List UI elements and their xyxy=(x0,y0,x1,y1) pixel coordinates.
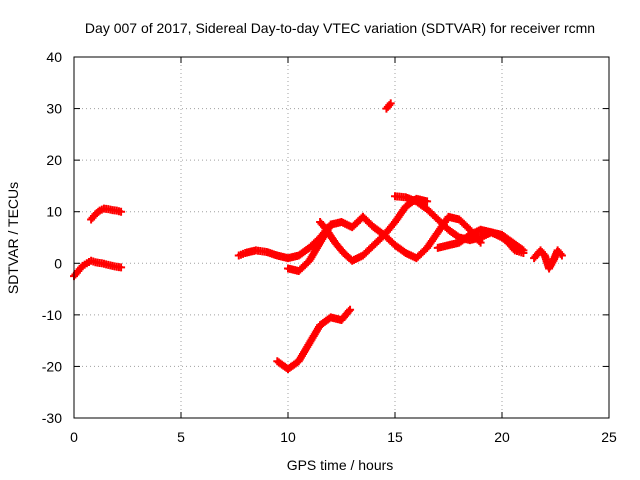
x-tick-label: 10 xyxy=(280,429,296,445)
x-tick-label: 20 xyxy=(494,429,510,445)
y-tick-label: 20 xyxy=(46,152,62,168)
tick-layer xyxy=(73,56,610,419)
y-tick-label: -20 xyxy=(42,358,62,374)
data-point xyxy=(346,305,355,314)
chart-title: Day 007 of 2017, Sidereal Day-to-day VTE… xyxy=(85,20,595,36)
series-arc-9 xyxy=(530,246,566,273)
plot-frame xyxy=(73,56,610,419)
y-tick-label: 10 xyxy=(46,204,62,220)
x-axis-label: GPS time / hours xyxy=(287,457,394,473)
data-point xyxy=(519,248,528,257)
y-tick-label: 40 xyxy=(46,49,62,65)
series-arc-5 xyxy=(316,194,432,265)
series-arc-11 xyxy=(382,99,395,113)
grid-layer xyxy=(74,57,609,418)
data-layer xyxy=(70,99,566,374)
series-arc-10 xyxy=(273,305,355,374)
y-tick-label: -30 xyxy=(42,410,62,426)
series-arc-1 xyxy=(70,256,126,281)
data-point xyxy=(386,99,395,108)
data-point xyxy=(423,197,432,206)
series-arc-4 xyxy=(284,212,367,276)
y-tick-label: 30 xyxy=(46,101,62,117)
tick-label-layer: 0 5 10 15 20 25 -30 -20 -10 0 10 20 30 40 xyxy=(42,49,617,445)
y-tick-label: 0 xyxy=(54,255,62,271)
y-tick-label: -10 xyxy=(42,307,62,323)
data-point xyxy=(117,207,126,216)
x-tick-label: 5 xyxy=(177,429,185,445)
y-axis-label: SDTVAR / TECUs xyxy=(5,182,21,294)
x-tick-label: 15 xyxy=(387,429,403,445)
data-point xyxy=(117,263,126,272)
series-arc-8 xyxy=(433,225,528,257)
x-tick-label: 0 xyxy=(70,429,78,445)
series-arc-2 xyxy=(87,204,126,224)
series-arc-3 xyxy=(234,220,335,263)
data-point xyxy=(344,307,353,316)
data-point xyxy=(557,251,566,260)
x-tick-label: 25 xyxy=(601,429,617,445)
